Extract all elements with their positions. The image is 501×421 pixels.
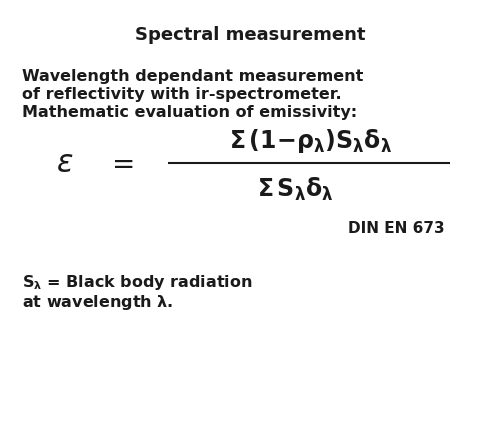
Text: $\mathbf{\Sigma\,(1{-}\rho_\lambda)S_\lambda\delta_\lambda}$: $\mathbf{\Sigma\,(1{-}\rho_\lambda)S_\la… bbox=[228, 127, 391, 155]
Text: $=$: $=$ bbox=[106, 149, 134, 177]
Text: Wavelength dependant measurement: Wavelength dependant measurement bbox=[22, 69, 363, 84]
Text: at wavelength $\mathbf{\lambda}$.: at wavelength $\mathbf{\lambda}$. bbox=[22, 293, 173, 312]
Text: of reflectivity with ir-spectrometer.: of reflectivity with ir-spectrometer. bbox=[22, 87, 342, 102]
Text: Spectral measurement: Spectral measurement bbox=[135, 26, 365, 44]
Text: $\mathbf{S_\lambda}$ = Black body radiation: $\mathbf{S_\lambda}$ = Black body radiat… bbox=[22, 273, 253, 292]
Text: $\varepsilon$: $\varepsilon$ bbox=[56, 149, 74, 178]
Text: DIN EN 673: DIN EN 673 bbox=[348, 221, 445, 236]
Text: Mathematic evaluation of emissivity:: Mathematic evaluation of emissivity: bbox=[22, 105, 357, 120]
Text: $\mathbf{\Sigma\,S_\lambda\delta_\lambda}$: $\mathbf{\Sigma\,S_\lambda\delta_\lambda… bbox=[257, 176, 333, 203]
